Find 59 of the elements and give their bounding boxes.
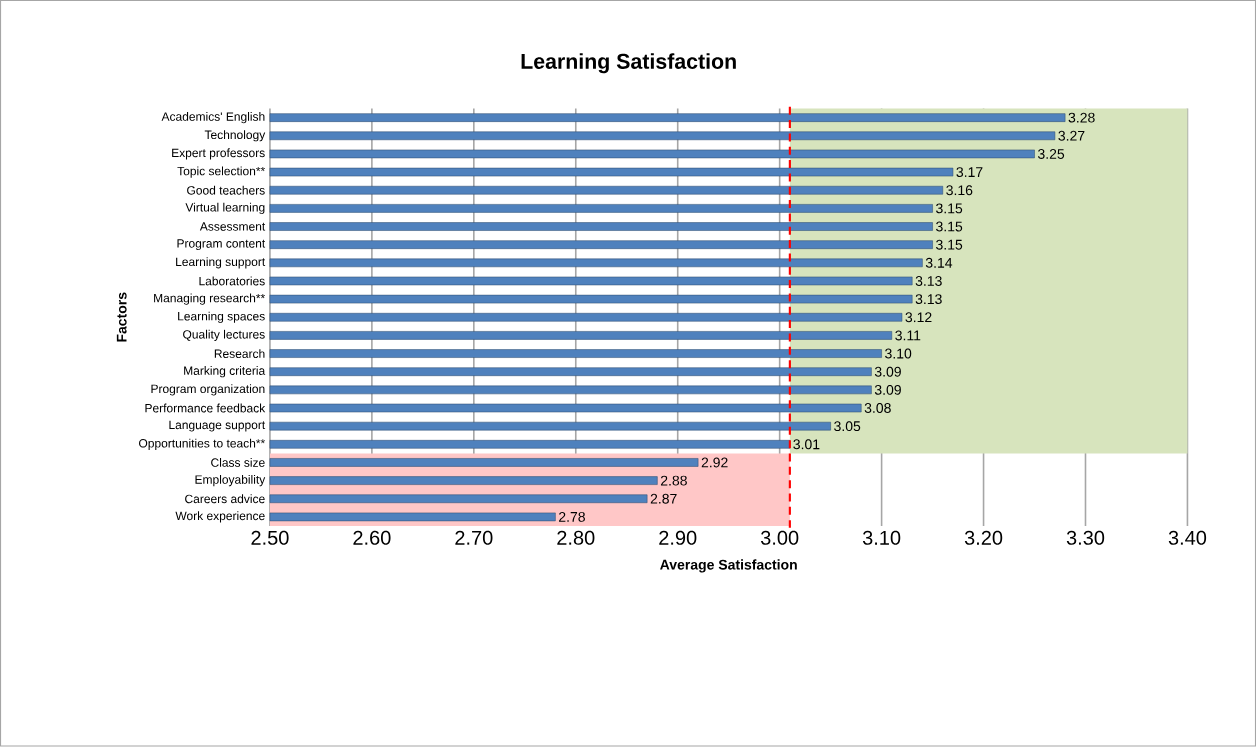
- x-tick-label: 3.00: [760, 530, 799, 546]
- y-tick-label: Learning spaces: [178, 311, 265, 324]
- data-label: 3.16: [946, 185, 973, 196]
- data-label: 3.09: [874, 385, 901, 396]
- data-label: 3.11: [895, 330, 921, 341]
- x-tick-label: 3.10: [862, 530, 901, 546]
- data-label: 3.15: [936, 221, 963, 232]
- data-label: 3.01: [793, 439, 820, 450]
- data-label: 3.15: [936, 239, 963, 250]
- data-label: 3.15: [936, 203, 963, 214]
- y-tick-label: Laboratories: [199, 276, 265, 286]
- data-label: 3.09: [874, 366, 901, 377]
- data-label: 3.14: [925, 258, 953, 269]
- data-label: 3.25: [1037, 149, 1065, 160]
- chart-title: Learning Satisfaction: [521, 53, 736, 74]
- y-tick-label: Program content: [177, 239, 266, 251]
- y-tick-label: Class size: [211, 458, 265, 468]
- x-tick-label: 2.50: [251, 530, 289, 546]
- data-label: 2.92: [701, 457, 728, 468]
- y-tick-label: Academics' English: [161, 112, 265, 124]
- x-tick-label: 3.40: [1168, 530, 1207, 546]
- y-tick-label: Quality lectures: [183, 330, 265, 342]
- y-tick-label: Opportunities to teach**: [139, 438, 265, 451]
- x-tick-label: 3.20: [964, 530, 1003, 546]
- y-tick-label: Performance feedback: [145, 403, 266, 413]
- x-axis-title: Average Satisfaction: [660, 559, 797, 573]
- y-axis-title: Factors: [116, 292, 127, 342]
- data-label: 3.10: [885, 348, 912, 359]
- data-label: 3.28: [1068, 112, 1095, 123]
- data-label: 3.08: [864, 403, 891, 414]
- data-label: 3.17: [956, 167, 983, 178]
- y-tick-label: Marking criteria: [184, 366, 266, 378]
- data-label: 2.87: [650, 494, 677, 504]
- x-tick-label: 3.30: [1066, 530, 1105, 546]
- y-tick-label: Expert professors: [172, 148, 265, 160]
- data-label: 3.13: [915, 294, 942, 305]
- data-label: 3.13: [915, 276, 942, 287]
- y-tick-label: Learning support: [176, 257, 266, 269]
- y-tick-label: Program organization: [151, 384, 265, 396]
- data-label: 3.05: [834, 421, 861, 432]
- x-tick-label: 2.70: [455, 530, 493, 546]
- y-tick-label: Assessment: [199, 222, 266, 231]
- y-tick-label: Topic selection**: [177, 166, 265, 178]
- y-tick-label: Employability: [195, 475, 266, 487]
- data-label: 3.27: [1058, 131, 1085, 141]
- y-tick-label: Virtual learning: [185, 203, 265, 215]
- data-label: 2.78: [559, 512, 585, 523]
- y-tick-label: Research: [214, 349, 265, 359]
- y-tick-label: Technology: [204, 130, 266, 142]
- x-tick-label: 2.60: [353, 530, 391, 546]
- y-tick-label: Careers advice: [185, 494, 265, 504]
- y-tick-label: Good teachers: [187, 186, 265, 195]
- x-tick-label: 2.80: [557, 530, 595, 546]
- x-tick-label: 2.90: [659, 530, 697, 546]
- data-label: 2.88: [660, 475, 687, 486]
- y-tick-label: Work experience: [175, 511, 265, 523]
- y-tick-label: Language support: [169, 421, 266, 432]
- data-label: 3.12: [905, 312, 932, 323]
- y-tick-label: Managing research**: [154, 293, 265, 305]
